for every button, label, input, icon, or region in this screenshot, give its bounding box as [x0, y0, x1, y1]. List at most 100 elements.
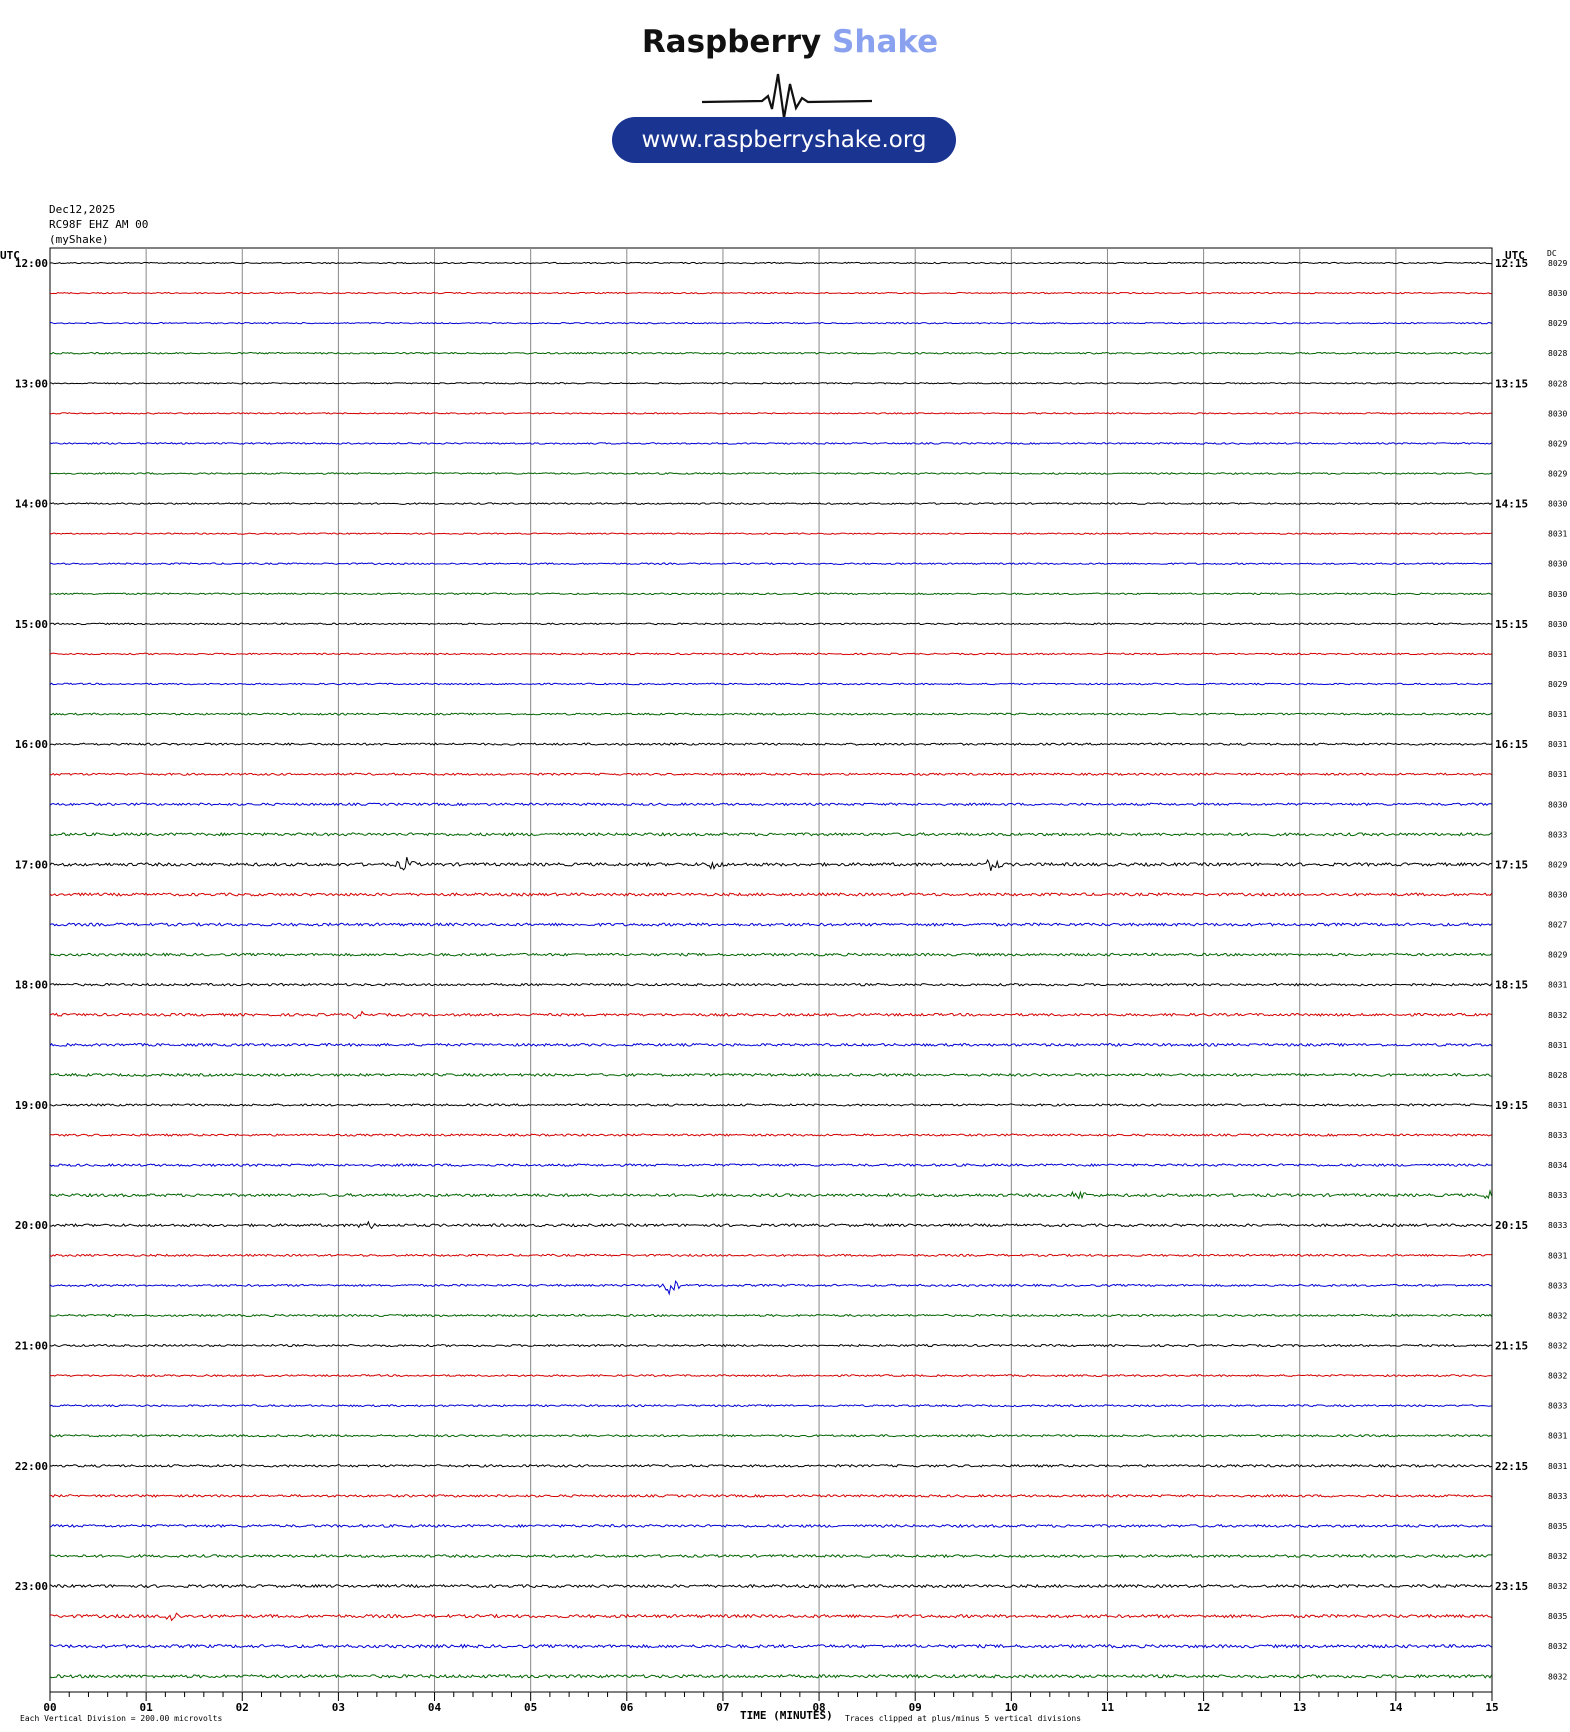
- right-hour-label: 18:15: [1495, 979, 1528, 992]
- seismic-trace: [49, 1313, 1492, 1318]
- seismic-trace: [49, 1280, 1492, 1296]
- clip-note: Traces clipped at plus/minus 5 vertical …: [845, 1714, 1081, 1723]
- dc-offset-label: 8035: [1548, 1522, 1567, 1531]
- seismic-trace: [49, 1643, 1492, 1649]
- left-hour-label: 12:00: [15, 257, 48, 270]
- seismic-trace: [49, 1404, 1492, 1408]
- x-tick-label: 09: [909, 1701, 922, 1714]
- dc-offset-label: 8030: [1548, 890, 1567, 899]
- website-url-link[interactable]: www.raspberryshake.org: [612, 117, 956, 163]
- dc-offset-label: 8035: [1548, 1612, 1567, 1621]
- dc-offset-label: 8030: [1548, 409, 1567, 418]
- x-axis-title: TIME (MINUTES): [740, 1709, 833, 1722]
- dc-offset-label: 8030: [1548, 560, 1567, 569]
- dc-offset-label: 8033: [1548, 1191, 1567, 1200]
- right-hour-label: 12:15: [1495, 257, 1528, 270]
- dc-offset-label: 8031: [1548, 1251, 1567, 1260]
- seismic-trace: [49, 1188, 1493, 1200]
- dc-offset-label: 8031: [1548, 1101, 1567, 1110]
- dc-offset-label: 8028: [1548, 349, 1567, 358]
- seismic-trace: [49, 1042, 1492, 1048]
- seismic-trace: [49, 1612, 1492, 1622]
- seismic-trace: [49, 291, 1492, 295]
- dc-offset-label: 8033: [1548, 1281, 1567, 1290]
- right-hour-label: 20:15: [1495, 1219, 1528, 1232]
- dc-offset-label: 8031: [1548, 1462, 1567, 1471]
- station-label: RC98F EHZ AM 00: [49, 218, 149, 231]
- seismic-trace: [49, 682, 1492, 686]
- plot-frame: [49, 247, 1493, 1693]
- dc-offset-label: 8031: [1548, 710, 1567, 719]
- seismic-trace: [49, 382, 1492, 385]
- dc-offset-label: 8033: [1548, 1131, 1567, 1140]
- x-tick-label: 04: [428, 1701, 442, 1714]
- dc-offset-label: 8032: [1548, 1372, 1567, 1381]
- seismic-trace: [49, 321, 1492, 325]
- left-hour-label: 16:00: [15, 738, 48, 751]
- seismic-trace: [49, 622, 1492, 626]
- dc-offset-label: 8031: [1548, 981, 1567, 990]
- x-tick-label: 11: [1101, 1701, 1115, 1714]
- right-hour-label: 19:15: [1495, 1099, 1528, 1112]
- seismic-trace: [49, 1010, 1492, 1019]
- dc-offset-label: 8028: [1548, 379, 1567, 388]
- dc-offset-label: 8030: [1548, 800, 1567, 809]
- dc-offset-label: 8031: [1548, 1432, 1567, 1441]
- right-hour-label: 15:15: [1495, 618, 1528, 631]
- x-tick-label: 14: [1389, 1701, 1403, 1714]
- right-utc-label: UTC: [1505, 249, 1525, 262]
- dc-offset-label: 8031: [1548, 770, 1567, 779]
- seismic-trace: [49, 1434, 1492, 1438]
- dc-offset-label: 8033: [1548, 1221, 1567, 1230]
- left-hour-label: 19:00: [15, 1099, 48, 1112]
- dc-offset-label: 8032: [1548, 1642, 1567, 1651]
- seismic-trace: [49, 1673, 1493, 1679]
- dc-offset-label: 8029: [1548, 439, 1567, 448]
- seismic-trace: [49, 922, 1492, 927]
- x-tick-label: 10: [1005, 1701, 1018, 1714]
- left-hour-label: 15:00: [15, 618, 48, 631]
- right-hour-label: 22:15: [1495, 1460, 1528, 1473]
- logo-title: Raspberry Shake: [600, 20, 980, 64]
- seismic-trace: [49, 562, 1492, 566]
- dc-offset-label: 8027: [1548, 921, 1567, 930]
- seismic-trace: [49, 856, 1492, 871]
- dc-offset-label: 8029: [1548, 860, 1567, 869]
- left-hour-label: 14:00: [15, 498, 48, 511]
- dc-offset-label: 8033: [1548, 830, 1567, 839]
- dc-offset-label: 8032: [1548, 1311, 1567, 1320]
- left-hour-label: 18:00: [15, 979, 48, 992]
- seismic-trace: [49, 1133, 1492, 1137]
- dc-column-header: DC: [1547, 249, 1557, 258]
- seismic-trace: [49, 1220, 1492, 1230]
- seismic-trace: [49, 1523, 1492, 1529]
- dc-offset-label: 8032: [1548, 1582, 1567, 1591]
- left-hour-label: 13:00: [15, 377, 48, 390]
- x-tick-label: 12: [1197, 1701, 1210, 1714]
- seismic-trace: [49, 892, 1493, 897]
- x-tick-label: 05: [524, 1701, 537, 1714]
- seismic-trace: [49, 442, 1492, 445]
- left-hour-label: 21:00: [15, 1340, 48, 1353]
- x-tick-label: 01: [140, 1701, 154, 1714]
- right-hour-label: 14:15: [1495, 498, 1528, 511]
- seismic-trace: [49, 1343, 1492, 1348]
- dc-offset-label: 8029: [1548, 469, 1567, 478]
- seismic-trace: [49, 351, 1492, 355]
- dc-offset-label: 8034: [1548, 1161, 1567, 1170]
- dc-offset-label: 8029: [1548, 680, 1567, 689]
- x-tick-label: 13: [1293, 1701, 1306, 1714]
- seismic-trace: [49, 831, 1492, 837]
- dc-offset-label: 8029: [1548, 319, 1567, 328]
- dc-offset-label: 8032: [1548, 1342, 1567, 1351]
- left-utc-label: UTC: [0, 249, 20, 262]
- network-label: (myShake): [49, 233, 109, 246]
- x-tick-label: 02: [236, 1701, 249, 1714]
- x-tick-label: 06: [620, 1701, 634, 1714]
- date-label: Dec12,2025: [49, 203, 116, 216]
- dc-offset-label: 8030: [1548, 500, 1567, 509]
- x-tick-label: 08: [812, 1701, 825, 1714]
- left-hour-label: 23:00: [15, 1580, 48, 1593]
- left-hour-label: 20:00: [15, 1219, 48, 1232]
